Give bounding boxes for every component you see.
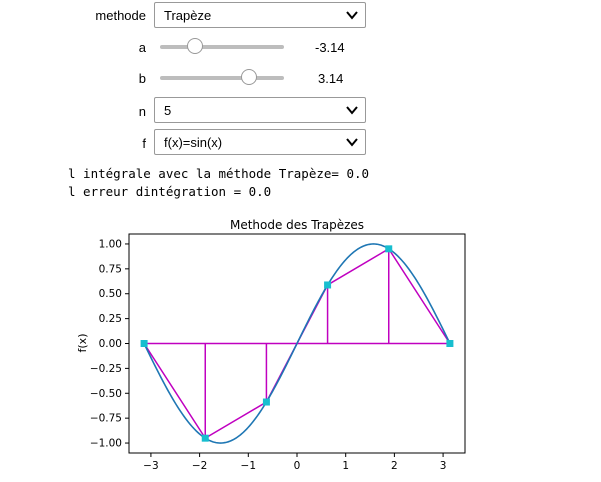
- x-tick-label: −2: [192, 460, 207, 472]
- y-tick-label: −0.50: [90, 388, 122, 400]
- y-tick-label: −0.75: [90, 413, 122, 425]
- integration-error-text: l erreur dintégration = 0.0: [68, 184, 272, 199]
- y-tick-label: −1.00: [90, 438, 122, 450]
- y-tick-label: 1.00: [99, 238, 122, 250]
- a-slider-thumb[interactable]: [187, 38, 203, 54]
- y-tick-label: 0.25: [99, 313, 122, 325]
- n-value: 5: [164, 103, 172, 118]
- f-label: f: [142, 136, 146, 151]
- methode-select[interactable]: Trapèze: [154, 2, 366, 28]
- f-value: f(x)=sin(x): [164, 135, 223, 150]
- x-tick-label: 0: [294, 460, 301, 472]
- sample-point-marker: [385, 245, 393, 253]
- a-label: a: [138, 40, 146, 55]
- plot-frame: [128, 233, 466, 454]
- x-tick-label: −1: [241, 460, 256, 472]
- sample-point-marker: [446, 340, 454, 347]
- b-slider[interactable]: [160, 69, 284, 87]
- y-tick-label: −0.25: [90, 363, 122, 375]
- sin-curve-line: [143, 243, 451, 444]
- f-select[interactable]: f(x)=sin(x): [154, 129, 366, 155]
- chevron-down-icon: [346, 138, 358, 147]
- n-label: n: [138, 104, 146, 119]
- x-tick-label: 3: [440, 460, 447, 472]
- chevron-down-icon: [346, 11, 358, 20]
- a-slider[interactable]: [160, 38, 284, 56]
- sample-point-marker: [140, 340, 148, 347]
- x-tick-label: 1: [342, 460, 349, 472]
- n-select[interactable]: 5: [154, 97, 366, 123]
- b-value-readout: 3.14: [318, 71, 344, 86]
- sample-point-marker: [201, 434, 209, 442]
- a-value-readout: -3.14: [315, 40, 345, 55]
- methode-label: methode: [95, 8, 146, 23]
- chevron-down-icon: [346, 106, 358, 115]
- methode-value: Trapèze: [164, 8, 212, 23]
- sample-point-marker: [324, 281, 332, 289]
- y-tick-label: 0.00: [99, 338, 122, 350]
- y-axis-label: f(x): [76, 334, 89, 353]
- x-tick-label: 2: [391, 460, 398, 472]
- b-slider-track: [160, 76, 284, 80]
- a-slider-track: [160, 45, 284, 49]
- y-tick-label: 0.50: [99, 288, 122, 300]
- sample-point-marker: [262, 398, 270, 406]
- integral-result-text: l intégrale avec la méthode Trapèze= 0.0: [68, 166, 370, 181]
- b-slider-thumb[interactable]: [241, 69, 257, 85]
- y-tick-label: 0.75: [99, 263, 122, 275]
- chart-title: Methode des Trapèzes: [230, 218, 364, 232]
- b-label: b: [138, 71, 146, 86]
- x-tick-label: −3: [143, 460, 158, 472]
